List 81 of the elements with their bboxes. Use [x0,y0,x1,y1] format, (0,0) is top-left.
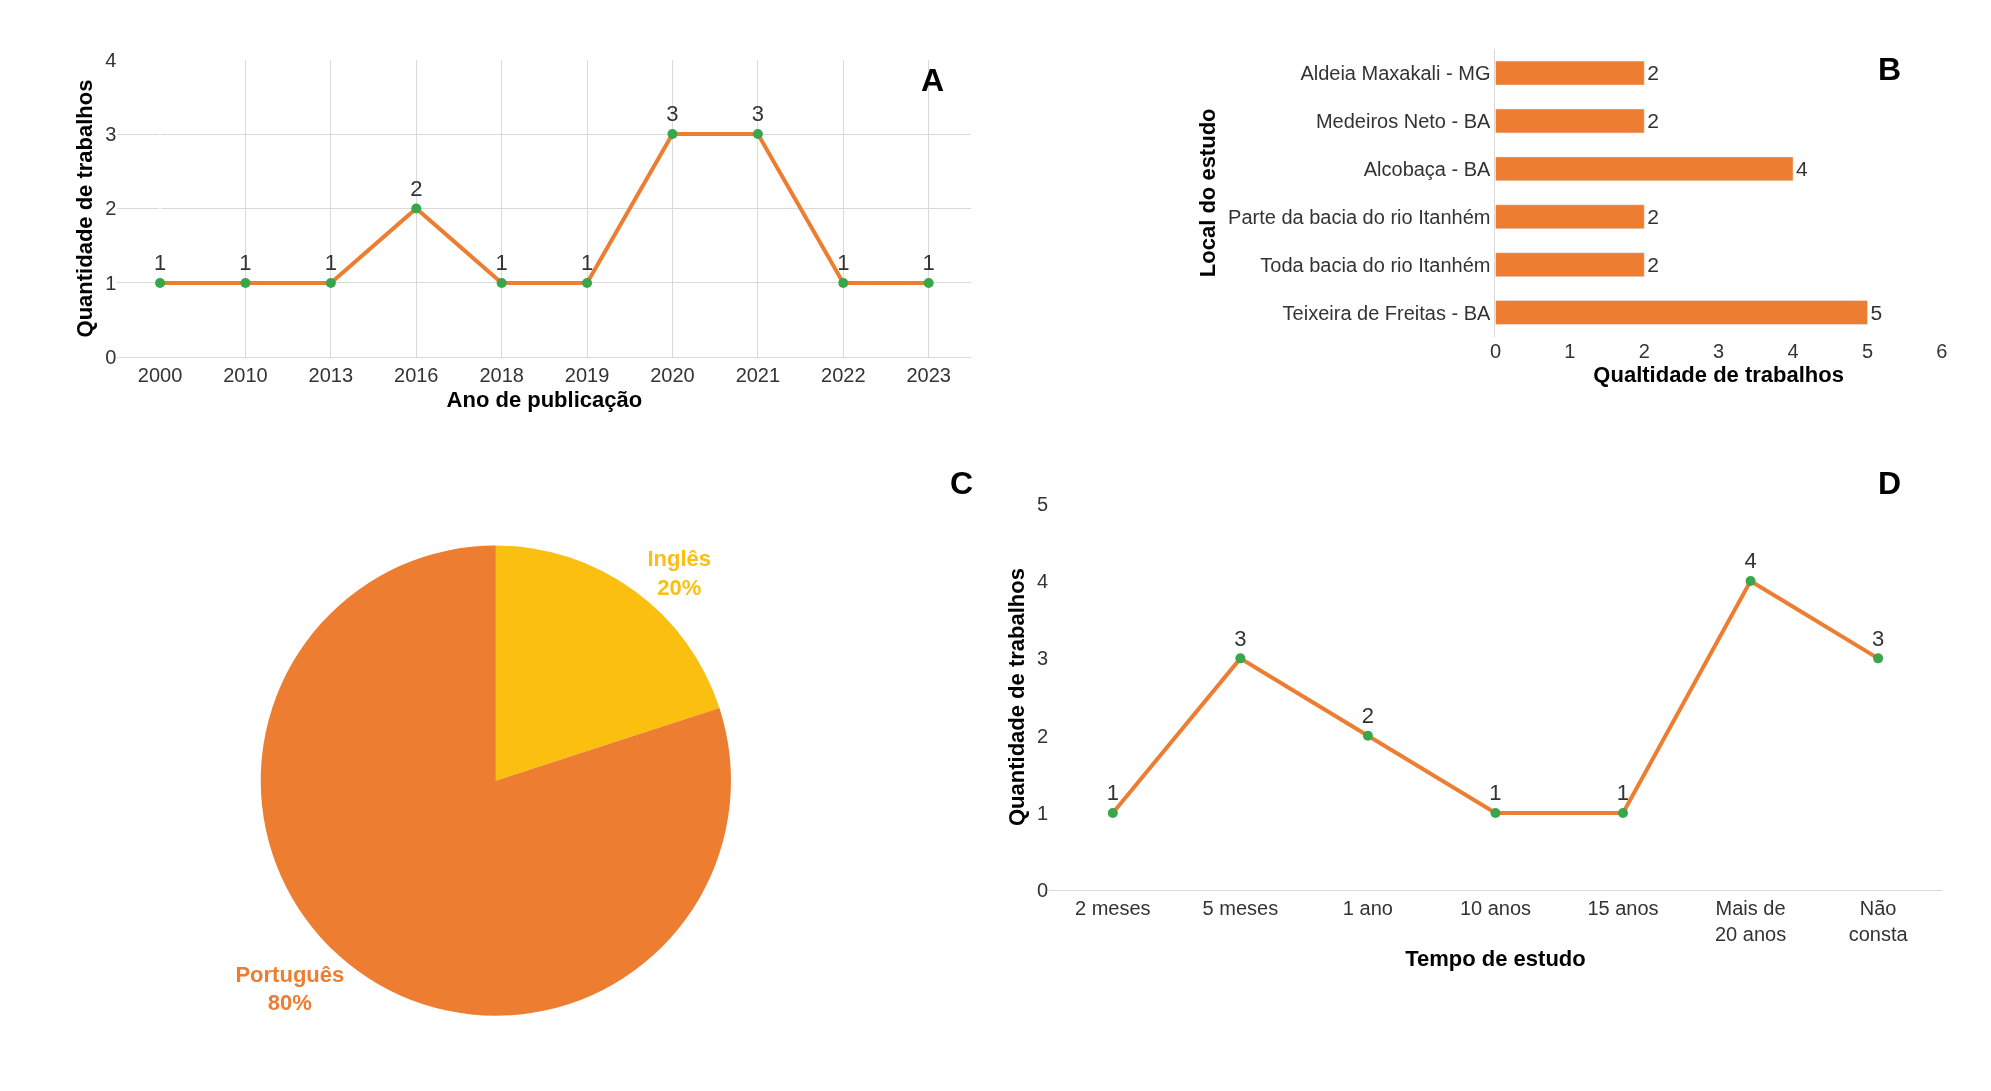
y-tick-label: Parte da bacia do rio Itanhém [1228,205,1491,228]
data-label: 3 [666,101,679,127]
y-tick-label: Medeiros Neto - BA [1315,109,1492,132]
x-tick-label: Mais de 20 anos [1714,897,1787,946]
y-tick-label: 1 [105,271,117,294]
x-tick-label: 6 [1936,339,1948,362]
data-label: 20% [657,574,702,600]
x-tick-label: 2016 [394,364,439,387]
y-axis-title: Quantidade de trabalhos [72,79,98,338]
data-label: 1 [922,250,935,276]
x-tick-label: 15 anos [1587,897,1659,920]
pie-slice [495,545,720,781]
y-tick-label: 0 [1036,879,1049,902]
data-label: 1 [239,250,252,276]
x-tick-label: 2018 [479,364,524,387]
data-label: 1 [1106,780,1119,806]
x-tick-label: 2000 [137,364,183,387]
data-label: 4 [1796,157,1809,181]
x-tick-label: 3 [1713,339,1725,362]
bar [1495,108,1645,134]
data-label: 2 [1647,109,1659,133]
y-tick-label: 2 [1036,724,1049,747]
y-tick-label: 2 [105,197,117,220]
bar [1495,60,1645,86]
y-axis-title: Local do estudo [1194,108,1220,278]
text: C [950,465,974,501]
y-tick-label: 4 [1036,570,1049,593]
data-label: 80% [267,990,312,1016]
data-label: 1 [1616,780,1630,806]
data-label: 4 [1744,548,1757,574]
x-axis-title: Ano de publicação [446,387,643,413]
y-tick-label: Toda bacia do rio Itanhém [1260,253,1491,276]
x-tick-label: 2019 [564,364,610,387]
y-tick-label: Aldeia Maxakali - MG [1300,62,1491,85]
y-tick-label: 5 [1036,492,1049,515]
slice-label: Português [235,961,345,987]
data-label: 3 [751,101,764,127]
x-axis-title: Tempo de estudo [1405,946,1586,972]
annotation: A [921,62,945,98]
bar [1495,252,1645,277]
data-label: 2 [1647,61,1659,85]
slice-label: Inglês [647,546,712,572]
x-tick-label: 5 meses [1202,897,1279,920]
bar [1495,204,1645,229]
x-tick-label: 2 [1638,339,1650,362]
x-tick-label: 5 [1861,339,1874,362]
y-tick-label: Alcobaça - BA [1363,157,1492,180]
x-tick-label: 1 [1564,339,1576,362]
data-label: 2 [410,175,423,201]
data-label: 1 [495,250,508,276]
y-tick-label: Teixeira de Freitas - BA [1282,301,1492,324]
x-tick-label: 2013 [308,364,354,387]
x-tick-label: 2023 [906,364,951,387]
x-tick-label: Não consta [1848,897,1909,946]
x-tick-label: 1 ano [1342,897,1393,920]
data-label: 1 [324,250,337,276]
data-label: 3 [1234,625,1247,651]
annotation: B [1878,51,1902,87]
x-tick-label: 2020 [650,364,695,387]
x-tick-label: 2022 [821,364,866,387]
x-tick-label: 10 anos [1459,897,1532,920]
data-label: 3 [1871,625,1885,651]
data-label: 2 [1647,204,1659,228]
bar [1495,156,1794,182]
text: D [1878,465,1902,501]
bar [1495,300,1868,325]
x-tick-label: 4 [1787,339,1799,362]
data-label: 1 [153,250,167,276]
x-tick-label: 2021 [735,364,781,387]
y-tick-label: 3 [1036,647,1049,670]
x-tick-label: 2010 [223,364,268,387]
x-axis-title: Qualtidade de trabalhos [1593,362,1844,388]
data-label: 1 [580,250,594,276]
data-label: 5 [1870,300,1883,324]
data-label: 2 [1647,252,1659,276]
data-label: 1 [837,250,850,276]
x-tick-label: 2 meses [1075,897,1151,920]
y-tick-label: 1 [1036,802,1049,825]
y-axis-title: Quantidade de trabalhos [1003,568,1029,826]
y-tick-label: 4 [105,48,117,71]
y-tick-label: 3 [105,123,117,146]
